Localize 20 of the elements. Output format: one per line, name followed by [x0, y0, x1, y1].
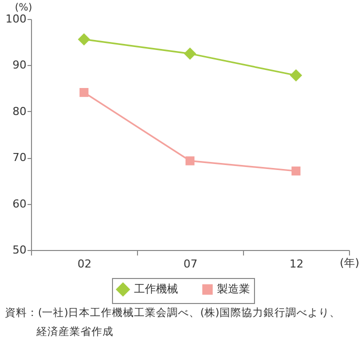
point: [80, 88, 88, 97]
legend-label: 製造業: [217, 282, 250, 296]
point: [184, 48, 196, 60]
y-tick-label: 70: [12, 151, 26, 164]
x-axis-title: (年): [340, 256, 359, 270]
x-tick-label: 07: [184, 258, 198, 270]
x-tick-label: 12: [290, 258, 304, 270]
y-tick-label: 90: [12, 58, 26, 72]
legend-label: 工作機械: [134, 282, 178, 296]
text: 資料：(一社)日本工作機械工業会調べ、(株)国際協力銀行調べより、経済産業省作成: [5, 306, 340, 338]
point: [186, 156, 194, 166]
y-tick-label: 100: [6, 12, 26, 26]
point: [78, 33, 90, 46]
y-tick-label: 80: [12, 104, 26, 118]
point: [290, 69, 302, 82]
y-tick-label: 60: [12, 197, 26, 210]
y-axis-title: (%): [14, 2, 32, 14]
point: [292, 166, 300, 176]
x-tick-label: 02: [78, 258, 92, 270]
y-tick-label: 50: [12, 244, 26, 256]
